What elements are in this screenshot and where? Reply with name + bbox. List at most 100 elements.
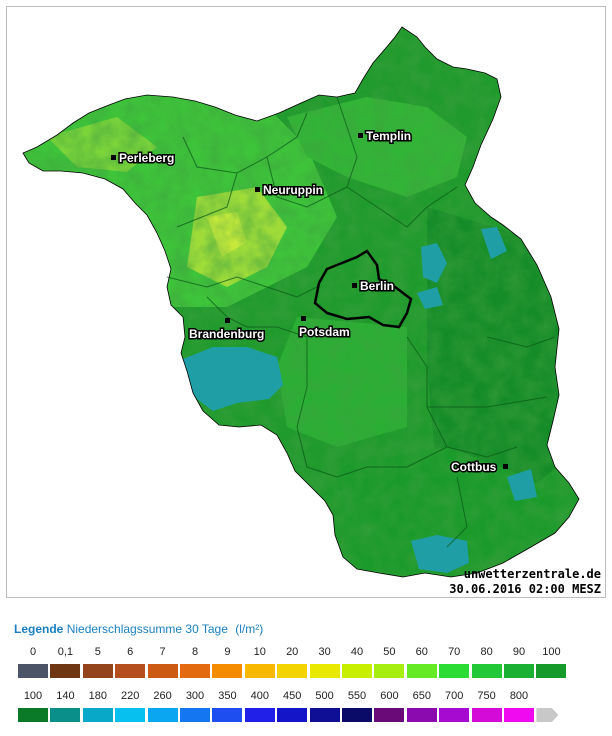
city-markers: Perleberg Templin Neuruppin Berlin Brand… bbox=[111, 128, 508, 476]
legend-high-swatch-6 bbox=[212, 708, 243, 722]
legend-low-tick-7: 10 bbox=[253, 646, 266, 658]
legend-high-tick-4: 260 bbox=[153, 690, 172, 702]
legend-high-swatch-15 bbox=[504, 708, 534, 722]
legend-high-tick-13: 700 bbox=[445, 690, 464, 702]
legend-low-swatch-14 bbox=[471, 664, 502, 678]
legend-high-swatch-2 bbox=[82, 708, 113, 722]
legend-low-swatch-3 bbox=[115, 664, 146, 678]
legend-high-swatch-7 bbox=[244, 708, 275, 722]
legend-high-tick-3: 220 bbox=[121, 690, 140, 702]
legend-low-tick-13: 70 bbox=[448, 646, 461, 658]
city-dot-brandenburg bbox=[225, 318, 230, 323]
legend-low-tick-11: 50 bbox=[383, 646, 396, 658]
legend-high-tick-14: 750 bbox=[477, 690, 496, 702]
teal-patch-southeast-berlin bbox=[417, 287, 443, 309]
legend-low-swatch-4 bbox=[147, 664, 178, 678]
legend-high-tick-12: 650 bbox=[412, 690, 431, 702]
texture-overlay bbox=[23, 27, 579, 577]
legend-low-tick-9: 30 bbox=[318, 646, 331, 658]
teal-area-south-border bbox=[411, 535, 469, 573]
legend-high-tick-8: 450 bbox=[283, 690, 302, 702]
legend-description: Niederschlagssumme 30 Tage bbox=[66, 622, 228, 636]
legend-high-tick-11: 600 bbox=[380, 690, 399, 702]
legend-high-swatch-4 bbox=[147, 708, 178, 722]
city-dot-perleberg bbox=[111, 155, 116, 160]
legend-low-tick-1: 0,1 bbox=[57, 646, 74, 658]
teal-area-brandenburg-southwest bbox=[183, 347, 283, 411]
legend-high-swatch-11 bbox=[374, 708, 405, 722]
credit-site: unwetterzentrale.de bbox=[464, 567, 601, 581]
city-label-berlin[interactable]: Berlin bbox=[359, 278, 396, 295]
city-label-perleberg[interactable]: Perleberg bbox=[118, 150, 176, 167]
legend-high-swatch-13 bbox=[439, 708, 470, 722]
legend-high-tick-7: 400 bbox=[250, 690, 269, 702]
city-dot-berlin bbox=[352, 283, 357, 288]
legend-low-swatch-11 bbox=[374, 664, 405, 678]
legend-high-swatch-10 bbox=[342, 708, 372, 722]
legend-low-swatch-5 bbox=[180, 664, 210, 678]
legend-low-swatch-6 bbox=[212, 664, 243, 678]
legend-low-swatch-2 bbox=[82, 664, 113, 678]
legend-high-swatch-14 bbox=[471, 708, 502, 722]
legend-high-swatch-16 bbox=[536, 708, 559, 722]
city-dot-neuruppin bbox=[255, 187, 260, 192]
city-label-brandenburg[interactable]: Brandenburg bbox=[188, 326, 266, 343]
legend-low-tick-2: 5 bbox=[94, 646, 101, 658]
precipitation-map[interactable]: Perleberg Templin Neuruppin Berlin Brand… bbox=[7, 7, 605, 597]
legend-high-tick-2: 180 bbox=[88, 690, 107, 702]
city-label-neuruppin[interactable]: Neuruppin bbox=[262, 182, 325, 199]
teal-patch-east-berlin bbox=[421, 243, 447, 283]
legend-label: Legende bbox=[14, 622, 64, 636]
legend-title: Legende Niederschlagssumme 30 Tage (l/m²… bbox=[14, 622, 263, 636]
legend-low-tick-10: 40 bbox=[350, 646, 364, 658]
legend-low-swatch-1 bbox=[50, 664, 81, 678]
legend-high-swatch-1 bbox=[50, 708, 81, 722]
city-label-cottbus[interactable]: Cottbus bbox=[450, 459, 499, 476]
legend-low-swatch-15 bbox=[504, 664, 534, 678]
legend-low-tick-3: 6 bbox=[127, 646, 134, 658]
legend-low-tick-5: 8 bbox=[191, 646, 199, 658]
legend-high-tick-6: 350 bbox=[218, 690, 237, 702]
legend-high-tick-5: 300 bbox=[185, 690, 205, 702]
city-label-templin[interactable]: Templin bbox=[365, 128, 413, 145]
legend-low-swatch-10 bbox=[342, 664, 372, 678]
legend-unit: (l/m²) bbox=[235, 622, 264, 636]
legend-high-tick-0: 100 bbox=[23, 690, 43, 702]
teal-patch-cottbus bbox=[507, 469, 537, 501]
city-dot-potsdam bbox=[301, 316, 306, 321]
legend-low-swatch-0 bbox=[18, 664, 48, 678]
legend-scale-high: 100 140 180 220 260 300 350 400 450 500 550 600 650 7… bbox=[0, 690, 612, 730]
map-frame: Perleberg Templin Neuruppin Berlin Brand… bbox=[6, 6, 606, 598]
legend-high-tick-10: 550 bbox=[347, 690, 367, 702]
legend-high-swatch-9 bbox=[309, 708, 340, 722]
legend-high-tick-1: 140 bbox=[56, 690, 75, 702]
legend-high-swatch-8 bbox=[277, 708, 308, 722]
legend-low-tick-8: 20 bbox=[286, 646, 299, 658]
legend-high-swatch-5 bbox=[180, 708, 210, 722]
legend-scale-low: 0 0,1 5 6 7 8 9 10 20 30 40 50 60 70 80 90 100 bbox=[0, 646, 612, 686]
berlin-boundary bbox=[313, 249, 413, 329]
legend-low-swatch-16 bbox=[536, 664, 567, 678]
legend-low-tick-0: 0 bbox=[29, 646, 37, 658]
legend-low-swatch-9 bbox=[309, 664, 340, 678]
legend-high-tick-9: 500 bbox=[315, 690, 334, 702]
district-borders bbox=[166, 96, 556, 548]
legend-low-tick-16: 100 bbox=[542, 646, 561, 658]
city-label-potsdam[interactable]: Potsdam bbox=[298, 324, 352, 341]
legend-low-tick-12: 60 bbox=[415, 646, 428, 658]
city-dot-cottbus bbox=[503, 464, 508, 469]
legend-low-tick-14: 80 bbox=[480, 646, 493, 658]
legend-high-swatch-3 bbox=[115, 708, 146, 722]
legend-high-swatch-12 bbox=[406, 708, 437, 722]
legend-low-swatch-13 bbox=[439, 664, 470, 678]
legend-low-swatch-12 bbox=[406, 664, 437, 678]
city-dot-templin bbox=[358, 133, 363, 138]
legend-low-tick-15: 90 bbox=[512, 646, 526, 658]
legend-low-tick-6: 9 bbox=[224, 646, 231, 658]
legend-high-swatch-0 bbox=[18, 708, 48, 722]
rainfall-field bbox=[23, 27, 579, 577]
legend-high-tick-15: 800 bbox=[509, 690, 529, 702]
legend-low-tick-4: 7 bbox=[159, 646, 166, 658]
legend-low-swatch-8 bbox=[277, 664, 308, 678]
legend-low-swatch-7 bbox=[244, 664, 275, 678]
